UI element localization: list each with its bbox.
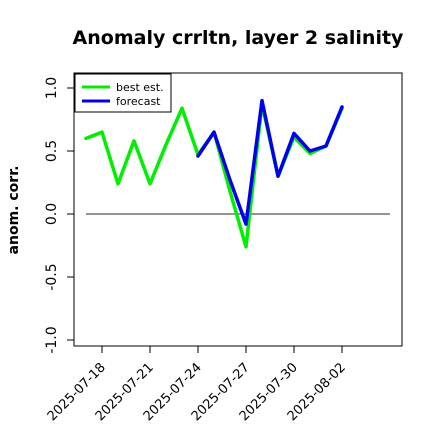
- series-lines: [84, 98, 344, 249]
- legend: best est. forecast: [74, 73, 172, 113]
- y-tick-label: 1.0: [44, 77, 60, 99]
- y-axis-label: anom. corr.: [6, 166, 22, 255]
- chart-title: Anomaly crrltn, layer 2 salinity: [73, 27, 404, 49]
- series-line-best-est: [84, 102, 344, 249]
- y-tick-label: -0.5: [44, 263, 60, 290]
- x-axis: 2025-07-182025-07-212025-07-242025-07-27…: [45, 346, 349, 424]
- y-axis: -1.0 -0.5 0.0 0.5 1.0: [44, 77, 74, 354]
- series-line-forecast: [196, 98, 344, 226]
- legend-label-best-est: best est.: [116, 81, 164, 94]
- y-tick-label: -1.0: [44, 326, 60, 353]
- plot-frame: [73, 72, 403, 347]
- y-tick-label: 0.5: [44, 140, 60, 162]
- y-tick-label: 0.0: [44, 203, 60, 225]
- legend-label-forecast: forecast: [116, 95, 161, 108]
- legend-box: [74, 73, 172, 113]
